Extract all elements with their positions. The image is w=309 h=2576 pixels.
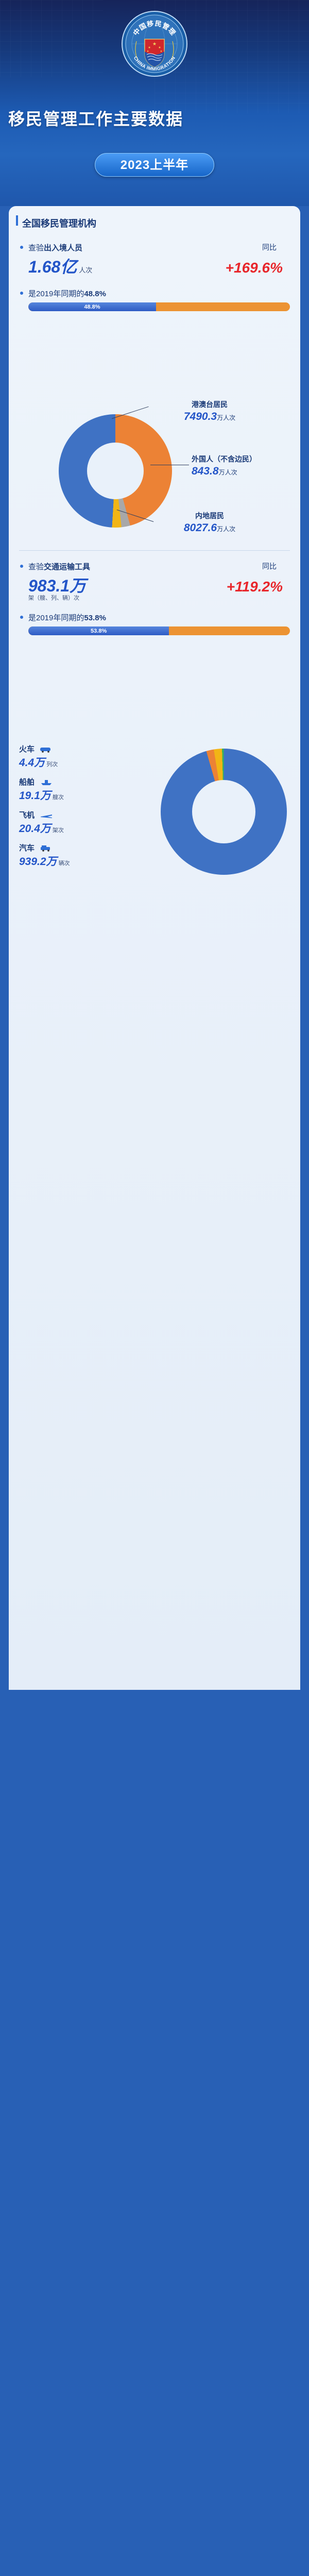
svg-text:★: ★ <box>160 50 163 53</box>
svg-text:★: ★ <box>147 50 149 53</box>
svg-text:★: ★ <box>158 46 161 49</box>
svg-text:★: ★ <box>148 46 150 49</box>
svg-text:★: ★ <box>152 41 157 46</box>
